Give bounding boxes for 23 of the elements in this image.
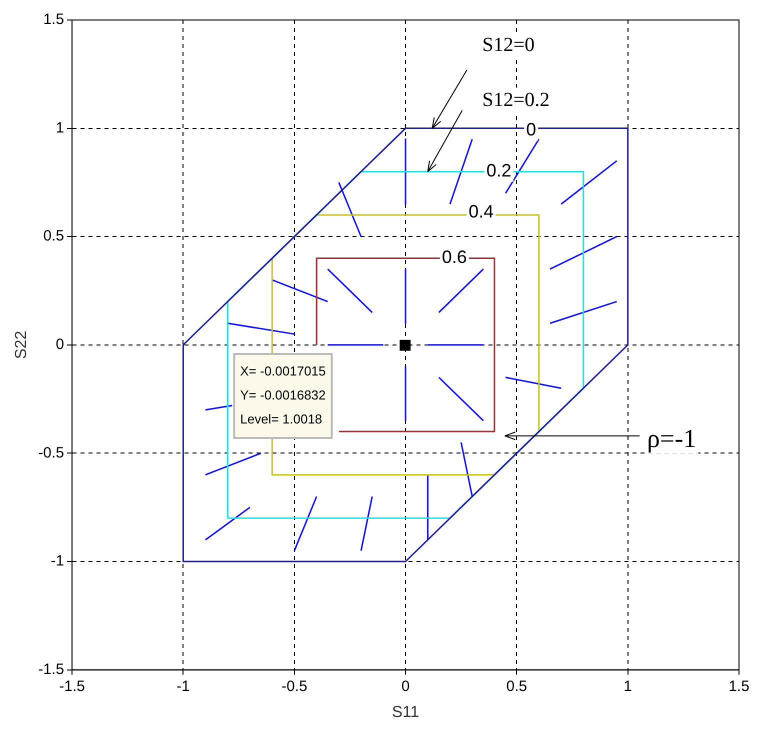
y-axis-title: S22	[13, 330, 30, 360]
y-tick-label: 1.5	[43, 11, 64, 28]
annotation: X= -0.0017015 Y= -0.0016832 Level= 1.0018	[240, 364, 326, 427]
x-tick-label: -0.5	[281, 678, 308, 695]
annotation: S12=0.2	[482, 88, 550, 111]
x-tick-label: -1	[176, 678, 190, 695]
y-tick-label: -0.5	[38, 444, 64, 462]
annotation: S12=0	[482, 34, 535, 56]
annotation: 0	[526, 119, 536, 140]
annotation: ρ=-1	[646, 424, 696, 454]
x-tick-label: 1.5	[728, 678, 750, 695]
x-tick-label: 1	[624, 678, 632, 695]
y-tick-label: -1.5	[38, 660, 64, 678]
annotation: 0.4	[468, 202, 494, 222]
x-tick-label: 0	[401, 678, 410, 695]
annotation: 0.2	[486, 160, 512, 181]
y-tick-label: 0	[56, 336, 64, 354]
y-tick-label: 1	[56, 119, 64, 136]
x-axis-title: S11	[392, 704, 420, 721]
y-tick-label: -1	[50, 552, 64, 570]
x-tick-label: 0.5	[506, 678, 528, 695]
y-tick-label: 0.5	[43, 228, 64, 245]
annotation: 0.6	[442, 247, 467, 268]
